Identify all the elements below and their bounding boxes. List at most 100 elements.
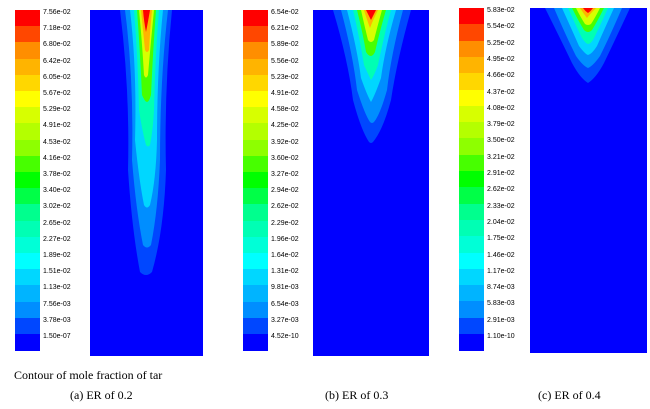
legend-tick-label: 3.27e-03 [271,316,299,324]
legend-swatch [459,219,484,237]
legend-swatch [459,317,484,335]
legend-swatch [15,285,40,303]
legend-tick-label: 3.78e-03 [43,316,71,324]
legend-swatch [459,73,484,90]
legend-tick-label: 6.42e-02 [43,57,71,65]
legend-tick-label: 8.74e-03 [487,284,515,292]
legend-tick-label: 5.23e-02 [271,73,299,81]
contour-plot-c [530,8,647,353]
legend-tick-label: 3.79e-02 [487,121,515,129]
legend-tick-label: 2.04e-02 [487,218,515,226]
legend-tick-label: 5.29e-02 [43,106,71,114]
legend-swatch [15,317,40,335]
legend-tick-label: 5.83e-03 [487,300,515,308]
legend-tick-label: 4.66e-02 [487,72,515,80]
legend-tick-label: 7.18e-02 [43,25,71,33]
legend-tick-label: 1.50e-07 [43,333,71,340]
legend-tick-label: 5.83e-02 [487,7,515,14]
legend-tick-label: 6.54e-03 [271,300,299,308]
legend-swatch [243,204,268,222]
legend-swatch [459,154,484,172]
legend-swatch [243,42,268,60]
legend-swatch [15,123,40,141]
legend-swatch [15,301,40,319]
legend-tick-label: 1.64e-02 [271,252,299,259]
legend-tick-label: 4.95e-02 [487,55,515,63]
legend-swatch [243,188,268,205]
legend-tick-label: 6.80e-02 [43,41,71,49]
legend-swatch [459,236,484,253]
legend-swatch [15,10,40,27]
legend-tick-label: 6.54e-02 [271,9,299,16]
legend-tick-label: 3.40e-02 [43,187,71,195]
legend-swatch [15,269,40,286]
legend-swatch [459,8,484,25]
legend-tick-label: 1.75e-02 [487,235,515,243]
contour-plot-b [313,10,429,356]
legend-swatch [15,172,40,189]
legend-swatch [243,26,268,43]
legend-swatch [15,58,40,76]
legend-tick-label: 4.91e-02 [43,122,71,130]
legend-swatch [459,187,484,205]
legend-swatch [459,285,484,302]
legend-swatch [243,269,268,286]
legend-tick-label: 5.56e-02 [271,57,299,65]
legend-swatch [15,26,40,43]
legend-tick-label: 1.51e-02 [43,268,71,276]
legend-tick-label: 2.27e-02 [43,235,71,243]
legend-tick-label: 9.81e-03 [271,284,299,292]
legend-tick-label: 1.13e-02 [43,284,71,292]
legend-swatch [459,89,484,107]
caption-c: (c) ER of 0.4 [538,388,601,402]
legend-swatch [15,74,40,92]
legend-tick-label: 2.33e-02 [487,202,515,210]
legend-tick-label: 4.25e-02 [271,122,299,130]
legend-swatch [243,107,268,124]
legend-swatch [459,122,484,139]
legend-swatch [15,42,40,60]
legend-swatch [243,317,268,335]
legend-swatch [243,58,268,76]
legend-swatch [243,139,268,157]
contour-plot-a [90,10,203,356]
legend-swatch [15,91,40,108]
legend-swatch [15,220,40,238]
legend-swatch [15,107,40,124]
legend-tick-label: 4.16e-02 [43,154,71,162]
legend-swatch [459,301,484,319]
legend-swatch [243,236,268,254]
legend-tick-label: 4.37e-02 [487,88,515,96]
legend-tick-label: 1.96e-02 [271,235,299,243]
legend-tick-label: 3.21e-02 [487,153,515,161]
legend-tick-label: 7.56e-03 [43,300,71,308]
main-caption: Contour of mole fraction of tar [14,368,163,382]
legend-tick-label: 6.21e-02 [271,25,299,33]
legend-swatch [243,301,268,319]
legend-swatch [459,203,484,221]
legend-tick-label: 2.91e-03 [487,316,515,324]
legend-tick-label: 3.50e-02 [487,137,515,145]
legend-tick-label: 1.17e-02 [487,267,515,275]
legend-swatch [243,91,268,108]
legend-tick-label: 7.56e-02 [43,9,71,16]
legend-swatch [15,204,40,222]
legend-swatch [243,155,268,173]
legend-tick-label: 1.46e-02 [487,251,515,259]
legend-swatch [15,188,40,205]
legend-swatch [243,10,268,27]
legend-swatch [243,285,268,303]
legend-swatch [459,334,484,351]
legend-swatch [243,253,268,270]
legend-swatch [15,155,40,173]
legend-tick-label: 2.65e-02 [43,219,71,227]
legend-tick-label: 4.08e-02 [487,104,515,112]
legend-tick-label: 6.05e-02 [43,73,71,81]
legend-swatch [243,334,268,351]
legend-tick-label: 2.62e-02 [271,203,299,211]
legend-tick-label: 4.53e-02 [43,138,71,146]
legend-tick-label: 2.91e-02 [487,170,515,177]
legend-tick-label: 2.29e-02 [271,219,299,227]
legend-tick-label: 3.78e-02 [43,171,71,178]
legend-tick-label: 3.02e-02 [43,203,71,211]
